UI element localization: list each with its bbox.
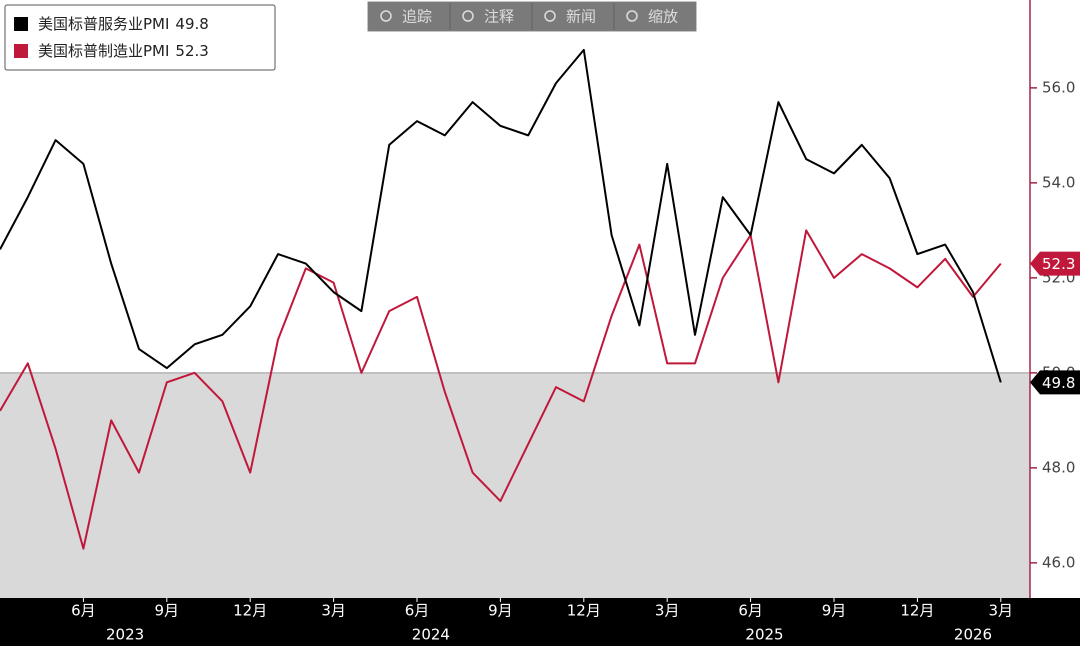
toolbar-icon: [380, 10, 392, 22]
x-tick-label: 6月: [738, 602, 763, 620]
x-tick-label: 3月: [655, 602, 680, 620]
toolbar-label[interactable]: 缩放: [648, 8, 678, 26]
toolbar-button[interactable]: 追踪: [369, 3, 449, 30]
x-tick-label: 6月: [405, 602, 430, 620]
last-value-label: 52.3: [1042, 255, 1075, 273]
legend-swatch: [14, 44, 28, 58]
toolbar-button[interactable]: 缩放: [615, 3, 695, 30]
x-tick-label: 9月: [488, 602, 513, 620]
x-tick-label: 12月: [233, 602, 267, 620]
y-tick-label: 54.0: [1042, 173, 1075, 191]
x-group-label: 2023: [106, 626, 144, 644]
last-value-label: 49.8: [1042, 374, 1075, 392]
x-group-label: 2025: [745, 626, 783, 644]
x-tick-label: 12月: [567, 602, 601, 620]
x-tick-label: 6月: [71, 602, 96, 620]
toolbar-button-bg: [451, 3, 531, 30]
toolbar-button[interactable]: 新闻: [533, 3, 613, 30]
toolbar-button-bg: [615, 3, 695, 30]
legend-swatch: [14, 17, 28, 31]
last-value-tag: [1030, 370, 1080, 395]
x-axis-band: [0, 598, 1080, 646]
legend-entry: 美国标普制造业PMI 52.3: [38, 42, 209, 60]
x-tick-label: 9月: [822, 602, 847, 620]
x-group-label: 2024: [412, 626, 450, 644]
toolbar-label[interactable]: 追踪: [402, 8, 432, 26]
x-group-label: 2026: [954, 626, 992, 644]
legend-value: 49.8: [175, 15, 208, 33]
y-tick-label: 56.0: [1042, 78, 1075, 96]
toolbar-button[interactable]: 注释: [451, 3, 531, 30]
toolbar-icon: [544, 10, 556, 22]
y-tick-label: 46.0: [1042, 553, 1075, 571]
toolbar-label[interactable]: 注释: [484, 8, 514, 26]
legend-value: 52.3: [175, 42, 208, 60]
x-tick-label: 9月: [155, 602, 180, 620]
toolbar-icon: [462, 10, 474, 22]
y-tick-label: 48.0: [1042, 458, 1075, 476]
legend-name: 美国标普制造业PMI: [38, 42, 169, 60]
series-line: [0, 229, 1002, 550]
toolbar-button-bg: [533, 3, 613, 30]
toolbar-icon: [626, 10, 638, 22]
toolbar-button-bg: [369, 3, 449, 30]
series-line: [0, 48, 1002, 383]
legend-name: 美国标普服务业PMI: [38, 15, 169, 33]
x-tick-label: 3月: [321, 602, 346, 620]
x-tick-label: 3月: [989, 602, 1014, 620]
legend-entry: 美国标普服务业PMI 49.8: [38, 15, 209, 33]
last-value-tag: [1030, 251, 1080, 276]
toolbar-label[interactable]: 新闻: [566, 8, 596, 26]
shade: [0, 372, 1030, 598]
legend-box: [4, 4, 276, 71]
x-tick-label: 12月: [900, 602, 934, 620]
